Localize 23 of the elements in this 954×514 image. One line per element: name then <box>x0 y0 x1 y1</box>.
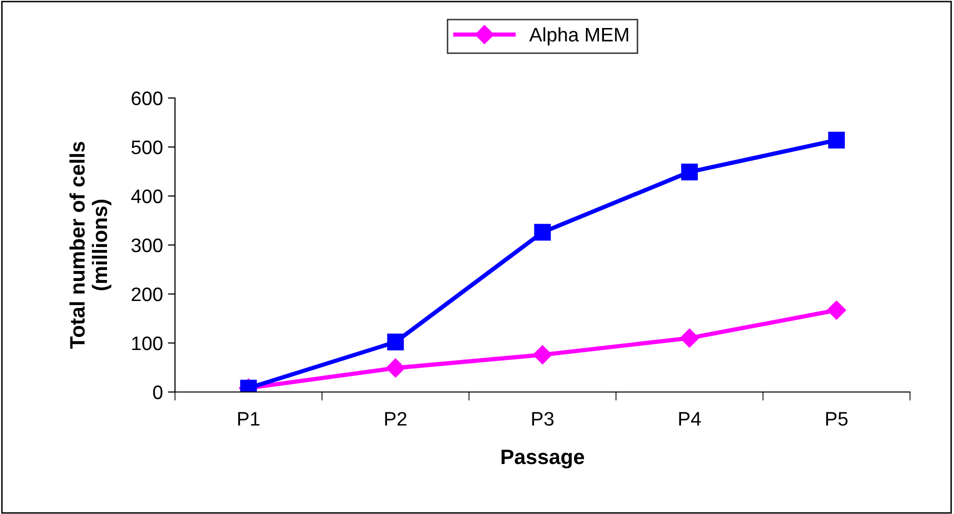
point <box>534 224 551 241</box>
point <box>532 345 552 364</box>
y-tick-label: 400 <box>131 189 162 204</box>
y-axis-title: Total number of cells (millions) <box>69 142 112 349</box>
x-tick-label: P3 <box>532 412 554 426</box>
legend-label: Alpha MEM <box>529 27 628 46</box>
y-tick-label: 200 <box>132 287 162 302</box>
x-tick-label: P4 <box>679 412 701 426</box>
y-tick-label: 100 <box>132 336 162 350</box>
y-tick-label: 300 <box>131 238 162 252</box>
point <box>386 358 406 378</box>
y-tick-label: 600 <box>132 91 162 106</box>
y-tick-label: 500 <box>132 140 162 154</box>
point <box>681 164 698 180</box>
x-tick-label: P2 <box>385 412 406 426</box>
point <box>680 328 700 348</box>
x-axis-title: Passage <box>502 450 584 468</box>
point <box>387 334 404 350</box>
point <box>828 132 845 148</box>
y-tick-label: 0 <box>153 385 162 400</box>
point <box>826 300 846 320</box>
x-tick-label: P1 <box>238 412 260 426</box>
x-tick-label: P5 <box>826 412 848 426</box>
